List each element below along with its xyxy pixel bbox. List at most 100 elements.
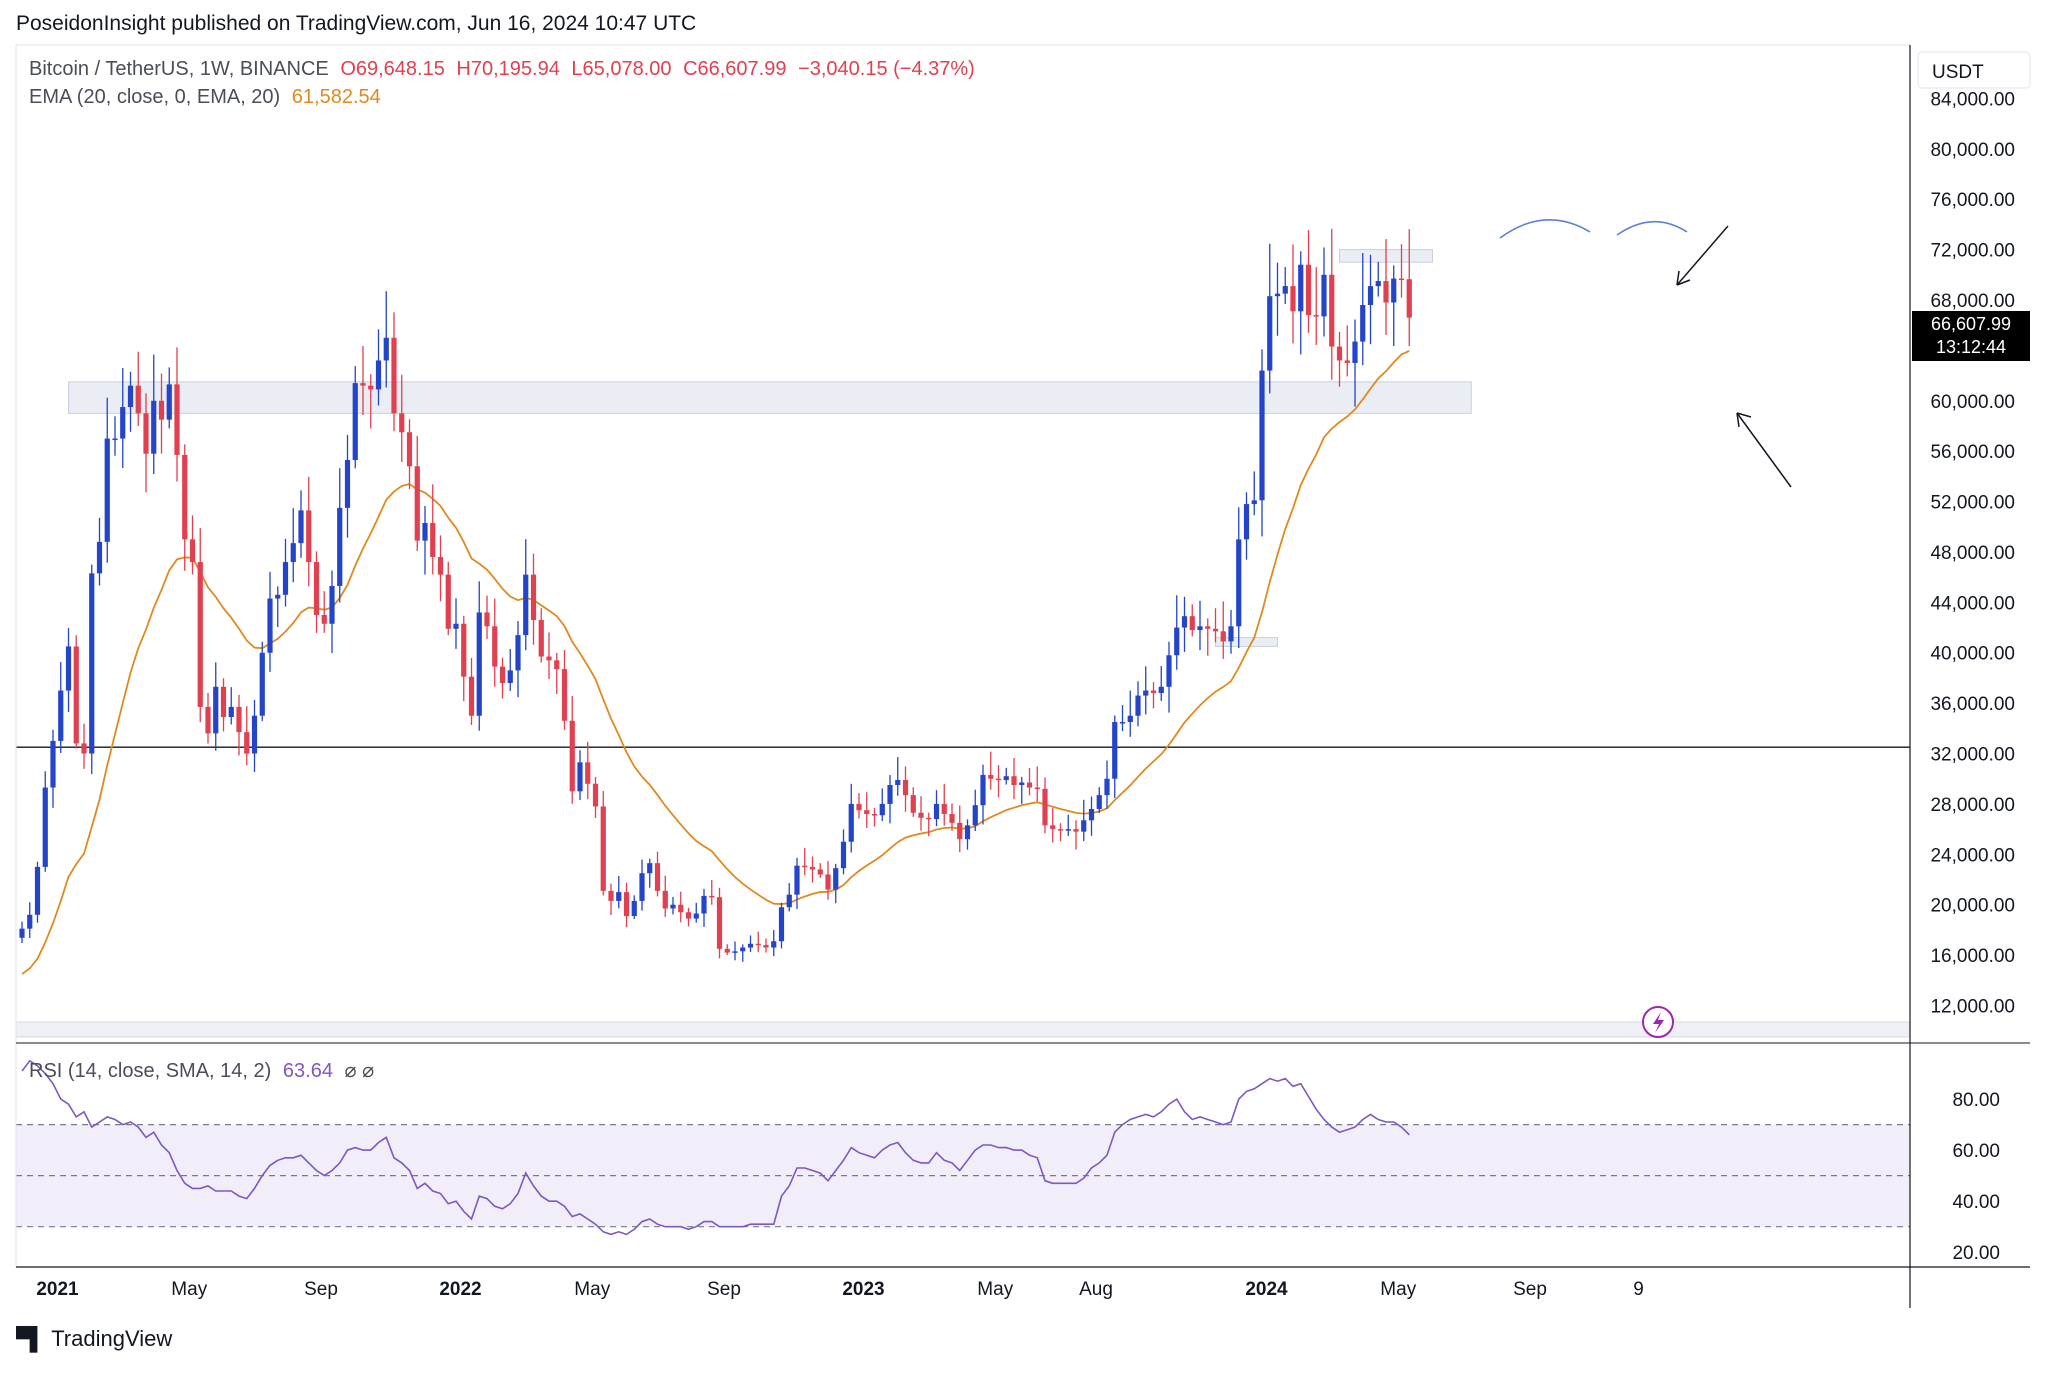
- candle: [220, 678, 227, 732]
- time-tick-label: 2022: [439, 1279, 481, 1300]
- candle: [732, 941, 738, 961]
- candle-body: [1298, 264, 1304, 312]
- candle: [282, 538, 289, 607]
- rsi-extra: ⌀ ⌀: [344, 1060, 375, 1082]
- candle: [499, 657, 506, 699]
- candle-body: [988, 774, 994, 779]
- candle-body: [1150, 690, 1157, 694]
- candle: [507, 648, 513, 692]
- candle: [569, 695, 575, 804]
- candle-body: [1321, 274, 1327, 317]
- support-resistance-zones: [15, 249, 1911, 1038]
- candle: [104, 397, 110, 563]
- candle-body: [1197, 626, 1203, 631]
- candle-body: [143, 413, 149, 454]
- candle-body: [1267, 296, 1273, 371]
- candle-body: [445, 574, 451, 629]
- candle-body: [569, 720, 575, 792]
- candle: [740, 944, 746, 962]
- candle: [895, 757, 901, 796]
- candle-body: [1065, 829, 1071, 831]
- candle: [910, 787, 916, 817]
- candle: [972, 789, 978, 831]
- candle-body: [182, 454, 188, 540]
- candle: [1282, 266, 1288, 305]
- candle: [445, 561, 451, 636]
- candle-body: [1081, 820, 1087, 832]
- candle-body: [825, 874, 831, 890]
- candle-body: [437, 556, 444, 575]
- price-tick-label: 16,000.00: [1930, 946, 2015, 967]
- candle-body: [42, 787, 48, 867]
- candle-body: [926, 817, 932, 820]
- candle: [1220, 601, 1226, 659]
- candle: [833, 863, 839, 904]
- rsi-pane: [16, 1059, 1910, 1236]
- candle: [73, 635, 79, 749]
- candle: [275, 586, 281, 628]
- candle-body: [786, 894, 792, 908]
- candle-body: [267, 598, 273, 653]
- legend-low: L65,078.00: [571, 58, 672, 80]
- candle: [639, 859, 645, 911]
- candle-body: [1243, 504, 1250, 540]
- candle: [1019, 776, 1025, 804]
- candle: [964, 819, 971, 850]
- candle: [313, 551, 320, 633]
- candle-body: [1042, 788, 1048, 826]
- arrow-up-head: [1736, 412, 1752, 428]
- candle-body: [1367, 286, 1374, 306]
- time-tick-label: Sep: [304, 1279, 338, 1300]
- last-price: 66,607.99: [1930, 314, 2012, 334]
- candle-body: [228, 706, 234, 717]
- candle: [864, 792, 870, 829]
- candle-body: [414, 466, 420, 541]
- candle-body: [298, 510, 304, 544]
- candle-body: [127, 385, 134, 408]
- rsi-line: [21, 1059, 1410, 1236]
- candle: [1259, 349, 1265, 537]
- candle: [631, 895, 637, 919]
- price-tick-label: 60,000.00: [1930, 392, 2015, 413]
- rsi-value: 63.64: [282, 1060, 333, 1082]
- candle: [58, 662, 64, 753]
- candle: [623, 882, 630, 928]
- candle: [1034, 766, 1040, 802]
- candle: [1212, 608, 1219, 643]
- tradingview-logo[interactable]: ▀▌ TradingView: [16, 1326, 172, 1352]
- candle: [1174, 595, 1180, 670]
- candle-body: [360, 383, 366, 386]
- candle: [1383, 239, 1389, 335]
- candle: [1267, 243, 1273, 394]
- candle: [647, 858, 653, 888]
- time-tick-label: 2021: [36, 1279, 79, 1300]
- candle: [1243, 492, 1250, 560]
- candle-body: [654, 863, 661, 891]
- candle-body: [732, 951, 738, 953]
- candle: [840, 829, 847, 875]
- candle-body: [50, 740, 56, 788]
- candle-body: [639, 873, 645, 901]
- candle: [1011, 757, 1017, 800]
- candle: [933, 790, 940, 827]
- candle: [926, 812, 932, 837]
- candle: [42, 771, 48, 872]
- candle: [1003, 767, 1009, 785]
- candle-body: [1011, 776, 1017, 786]
- candle: [1104, 760, 1110, 809]
- time-tick-label: Aug: [1079, 1279, 1113, 1300]
- candle: [290, 508, 296, 583]
- candle-body: [1236, 539, 1242, 627]
- candle-body: [802, 865, 808, 868]
- candle: [523, 539, 529, 651]
- candle: [600, 791, 606, 896]
- candle-body: [1104, 778, 1110, 796]
- candle-body: [740, 947, 746, 952]
- candle-body: [809, 866, 816, 870]
- price-tick-label: 56,000.00: [1930, 442, 2015, 463]
- candle-body: [507, 670, 513, 683]
- candle: [887, 774, 893, 824]
- candle-body: [468, 676, 475, 716]
- candle: [871, 807, 878, 827]
